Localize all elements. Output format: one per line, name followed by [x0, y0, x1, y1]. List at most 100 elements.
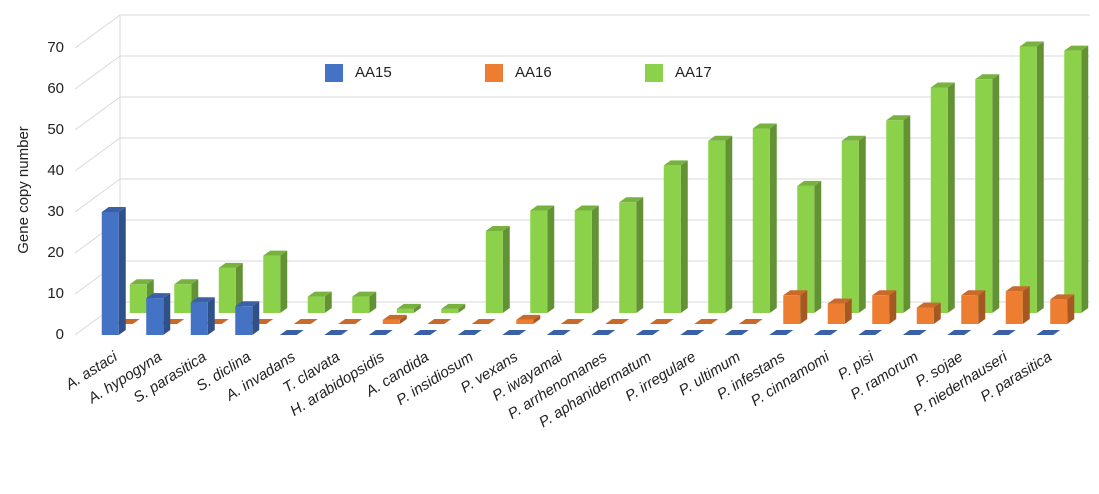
legend-label: AA16 [515, 64, 552, 81]
bar-side [844, 298, 852, 324]
bar [457, 330, 482, 335]
bar-top [457, 330, 482, 335]
legend-label: AA17 [675, 64, 712, 81]
bar-top [841, 135, 866, 141]
bar [694, 319, 719, 324]
bar [560, 319, 585, 324]
bar-top [858, 330, 883, 335]
bar [1050, 294, 1075, 324]
bar [1036, 330, 1061, 335]
bar-front [441, 308, 459, 313]
bar [368, 330, 393, 335]
bar-front [886, 120, 904, 313]
bar-top [427, 319, 452, 324]
bar [146, 293, 171, 335]
bar-top [293, 319, 318, 324]
bar-front [783, 295, 801, 324]
bar-side [118, 207, 126, 335]
bar-top [1005, 286, 1030, 292]
bar-top [649, 319, 674, 324]
bar [797, 180, 822, 313]
bar-top [1050, 294, 1075, 300]
bar-top [947, 330, 972, 335]
bar [396, 303, 421, 313]
bar-front [797, 185, 815, 313]
y-tick-label: 70 [47, 39, 64, 56]
bar-side [858, 135, 866, 313]
grid-line-side [74, 96, 121, 131]
legend-swatch [485, 64, 503, 82]
bar-side [502, 226, 510, 313]
bar [708, 135, 733, 313]
bar-front [516, 319, 534, 324]
bar-top [680, 330, 705, 335]
bar-top [769, 330, 794, 335]
bar-side [1081, 45, 1089, 313]
bar-front [975, 79, 993, 313]
bar [485, 226, 510, 313]
bar [738, 319, 763, 324]
bar-top [813, 330, 838, 335]
bar-top [663, 160, 688, 166]
bar-side [725, 135, 733, 313]
bar-front [1019, 46, 1037, 313]
legend-swatch [645, 64, 663, 82]
bar [947, 330, 972, 335]
bar-top [1036, 330, 1061, 335]
bar-front [307, 296, 325, 313]
bar-front [396, 308, 414, 313]
y-tick-label: 40 [47, 162, 64, 179]
bar-side [933, 302, 941, 324]
bar [101, 207, 126, 335]
bar-top [783, 290, 808, 296]
bar-side [458, 303, 466, 313]
grid-line [74, 137, 1090, 172]
bar [382, 314, 407, 324]
bar-top [441, 303, 466, 309]
bar-top [872, 290, 897, 296]
bar-top [485, 226, 510, 231]
bar [516, 314, 541, 324]
bar-side [947, 82, 955, 313]
y-axis-label: Gene copy number [15, 126, 32, 254]
bar-top [574, 205, 599, 211]
bar-top [930, 82, 955, 88]
bar [263, 250, 288, 313]
bar [902, 330, 927, 335]
bar-top [1064, 45, 1089, 51]
bar [1064, 45, 1089, 313]
bar [174, 279, 199, 313]
bar [769, 330, 794, 335]
bar [307, 291, 332, 313]
bar-side [413, 303, 421, 313]
bar-side [280, 250, 288, 313]
bar-top [708, 135, 733, 141]
bar-side [591, 205, 599, 313]
bar [991, 330, 1016, 335]
bar-top [338, 319, 363, 324]
bar-top [635, 330, 660, 335]
bar-top [502, 330, 527, 335]
bar-side [547, 205, 555, 313]
y-tick-label: 0 [56, 326, 64, 343]
bar-side [369, 291, 377, 313]
bar [605, 319, 630, 324]
bar [413, 330, 438, 335]
y-tick-label: 20 [47, 244, 64, 261]
bar-side [235, 262, 243, 313]
bar [680, 330, 705, 335]
bar [813, 330, 838, 335]
bar-side [889, 290, 897, 324]
bar [858, 330, 883, 335]
bar-top [1019, 41, 1044, 47]
bar [546, 330, 571, 335]
bar-top [471, 319, 496, 324]
bar-top [324, 330, 349, 335]
bar [619, 197, 644, 313]
bar-top [396, 303, 421, 309]
bar-top [146, 293, 171, 299]
bar [841, 135, 866, 313]
bar [649, 319, 674, 324]
bar-front [1005, 291, 1023, 324]
bar [635, 330, 660, 335]
